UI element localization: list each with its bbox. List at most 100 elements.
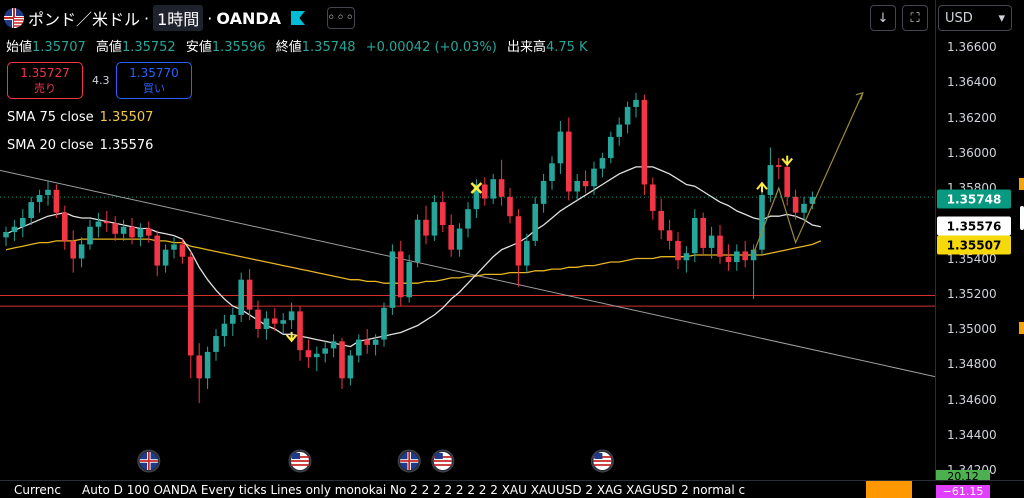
candle	[129, 226, 135, 238]
candle	[188, 256, 194, 356]
candle	[381, 307, 387, 340]
price-tick-label: 1.34800	[947, 357, 997, 372]
candle	[809, 196, 816, 204]
candle	[36, 195, 43, 203]
candle	[356, 339, 362, 356]
candle	[87, 226, 93, 245]
candle	[137, 228, 144, 238]
us-flag-canton	[594, 453, 603, 459]
candle	[524, 240, 530, 266]
candle	[171, 244, 177, 250]
candle	[507, 196, 513, 217]
candle	[414, 219, 421, 263]
candle	[179, 244, 186, 257]
candle	[767, 165, 774, 196]
price-tick-label: 1.35200	[947, 286, 997, 301]
candle	[255, 309, 261, 329]
candle	[582, 180, 589, 187]
scroll-down-button[interactable]: ↓	[870, 5, 896, 31]
candle	[398, 251, 404, 298]
spread-value: 4.3	[92, 74, 110, 87]
uk-us-flag-icon	[4, 8, 24, 28]
sell-price: 1.35727	[20, 65, 70, 80]
candle	[490, 179, 496, 199]
candle	[725, 256, 732, 263]
open-value: 1.35707	[32, 40, 86, 55]
timeframe-button[interactable]: 1時間	[153, 5, 204, 31]
candle	[45, 189, 51, 196]
edge-marker	[1020, 206, 1024, 230]
sma20-legend[interactable]: SMA 20 close 1.35576	[7, 138, 153, 153]
candle	[557, 131, 564, 164]
candle	[280, 320, 286, 324]
candle	[305, 350, 312, 358]
sma20-value: 1.35576	[99, 138, 154, 153]
script-status-block	[866, 481, 912, 498]
sell-label: 売り	[34, 81, 56, 95]
candle	[448, 225, 454, 250]
price-tick-label: 1.34600	[947, 392, 997, 407]
candle	[700, 217, 706, 248]
price-tick-label: 1.36600	[947, 40, 997, 54]
symbol-name[interactable]: ポンド／米ドル	[28, 10, 141, 29]
candle	[53, 189, 60, 213]
candle	[540, 180, 547, 204]
sma20-price-badge: 1.35576	[937, 216, 1011, 236]
down-arrow-marker	[781, 155, 793, 167]
sma75-legend[interactable]: SMA 75 close 1.35507	[7, 110, 153, 125]
candle	[734, 251, 740, 263]
candle	[196, 355, 202, 379]
buy-button[interactable]: 1.35770 買い	[116, 62, 192, 99]
indicator-badge-green: 20.12	[936, 470, 990, 483]
candle	[3, 232, 9, 238]
sell-button[interactable]: 1.35727 売り	[7, 62, 83, 99]
candle	[692, 217, 698, 254]
more-options-icon[interactable]: ◦◦◦	[327, 7, 355, 29]
candle	[389, 251, 396, 308]
high-value: 1.35752	[121, 40, 176, 55]
candle	[683, 253, 690, 261]
candle	[750, 249, 757, 261]
candle	[532, 203, 538, 241]
candle	[314, 353, 320, 358]
candle	[146, 228, 152, 236]
fullscreen-button[interactable]: ⛶	[902, 5, 928, 31]
candle	[154, 235, 160, 266]
candle	[675, 240, 681, 261]
candle	[112, 223, 118, 234]
candle	[574, 180, 580, 192]
candle	[330, 341, 337, 349]
separator: ·	[207, 8, 213, 28]
separator: ·	[144, 8, 150, 28]
candle	[347, 355, 354, 379]
candle	[658, 210, 664, 231]
symbol-header[interactable]: ポンド／米ドル · 1時間 · OANDA ◦◦◦	[4, 4, 355, 32]
candle	[666, 230, 673, 241]
candle	[263, 318, 270, 329]
us-flag-canton	[434, 453, 443, 459]
pane-label[interactable]: Currenc	[14, 483, 61, 497]
candle	[482, 184, 488, 199]
price-chart[interactable]	[0, 0, 935, 480]
script-settings-text[interactable]: Auto D 100 OANDA Every ticks Lines only …	[82, 483, 746, 497]
ohlc-legend: 始値1.35707 高値1.35752 安値1.35596 終値1.35748 …	[6, 36, 594, 55]
candle	[456, 228, 463, 250]
price-axis[interactable]	[935, 0, 1024, 480]
sma75-value: 1.35507	[99, 110, 154, 125]
candle	[566, 131, 572, 192]
candle	[372, 339, 379, 345]
price-tick-label: 1.35400	[947, 251, 997, 266]
candle	[322, 348, 328, 354]
currency-select[interactable]: USD ▾	[938, 5, 1012, 31]
candle	[406, 262, 412, 298]
candle	[776, 165, 782, 167]
edge-marker	[1019, 178, 1024, 190]
uk-flag-cross-red	[400, 452, 419, 470]
chevron-down-icon: ▾	[998, 10, 1005, 26]
candle	[204, 351, 211, 379]
volume-value: 4.75 K	[545, 40, 588, 55]
up-arrow-marker	[756, 181, 768, 193]
us-flag-canton	[292, 453, 300, 459]
candle	[759, 195, 765, 250]
